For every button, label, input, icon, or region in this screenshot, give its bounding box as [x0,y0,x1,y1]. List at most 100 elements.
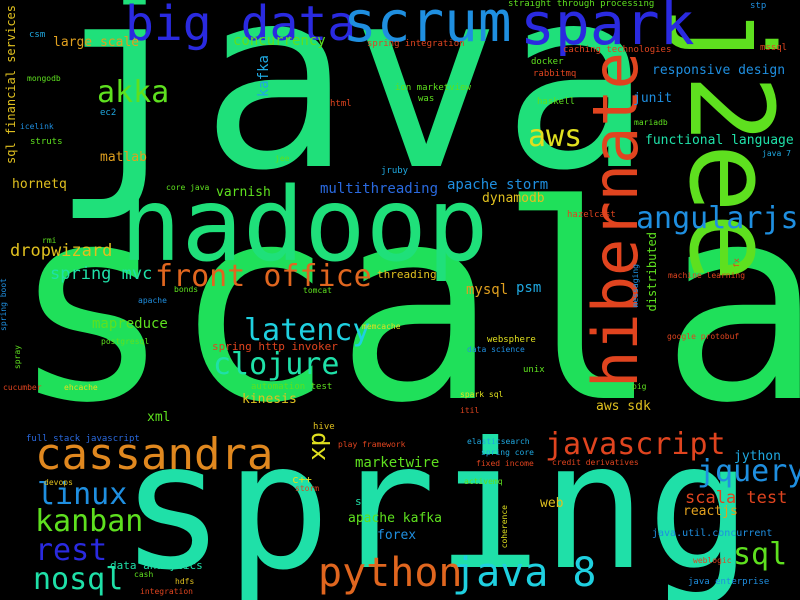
word-reactjs: reactjs [683,504,738,519]
word-bonds: bonds [174,285,199,294]
word-front-office: front office [155,259,372,294]
word-spring-boot: spring boot [0,278,8,331]
word-kafka: kafka [256,55,272,98]
word-java-8: java 8 [452,550,597,596]
word-c-plus-plus: c++ [292,473,312,486]
word-clojure: clojure [213,347,340,382]
word-html: html [330,99,352,109]
word-aws: aws [528,119,583,154]
word-javascript: javascript [545,427,726,462]
word-spring: spring [120,406,753,600]
word-varnish: varnish [216,185,271,200]
word-mysql: mysql [466,282,509,298]
word-angularjs: angularjs [636,201,799,236]
word-functional-language: functional language [645,133,794,148]
word-stp: stp [750,1,767,11]
word-csm: csm [29,30,46,40]
word-credit-derivatives: credit derivatives [552,458,639,467]
word-psm: psm [516,280,542,296]
word-caching-technologies: caching technologies [563,45,672,55]
word-java-enterprise: java enterprise [688,577,770,587]
word-fixed-income: fixed income [476,459,534,468]
word-j2ee: j2ee [663,5,797,282]
word-mapreduce: mapreduce [92,316,168,332]
word-jruby: jruby [381,166,409,176]
word-itil: itil [460,406,480,415]
word-apache: apache [138,296,167,305]
word-sql: sql [733,537,788,572]
word-mariadb: mariadb [634,118,668,127]
word-messaging: messaging [631,264,640,308]
word-cash: cash [134,570,154,579]
word-ec2: ec2 [100,108,117,118]
word-struts: struts [30,137,63,147]
word-xp: xp [303,432,331,461]
word-hazelcast: hazelcast [567,210,616,220]
word-scrum: scrum [343,0,512,55]
word-kanban: kanban [35,504,144,539]
word-apache-storm: apache storm [447,177,549,193]
word-automation-test: automation test [251,382,333,392]
word-apache-kafka: apache kafka [348,511,442,526]
word-spring-mvc: spring mvc [50,264,153,284]
word-jquery: jquery [697,454,800,489]
word-rmi: rmi [42,236,57,245]
word-java-7: java 7 [762,149,791,158]
word-responsive-design: responsive design [652,63,786,78]
word-spring-http-invoker: spring http invoker [212,340,338,353]
word-jee: jee [275,154,290,163]
word-core-java: core java [166,183,210,192]
word-threading: threading [377,268,437,281]
word-docker: docker [531,57,564,67]
word-devops: devops [44,478,73,487]
word-data-science: data science [467,345,525,354]
word-google-protobuf: google protobuf [667,332,740,341]
word-haskell: haskell [537,97,575,107]
word-tomcat: tomcat [303,286,332,295]
word-concurrency: concurrency [233,33,326,49]
word-spray: spray [13,345,22,370]
word-activemq: activemq [464,477,503,486]
word-latency: latency [244,313,371,348]
word-large-scale: large scale [53,35,140,50]
word-ses: ses [355,495,375,508]
word-java-util-concurrent: java.util.concurrent [652,528,773,539]
word-ion-marketview: ion marketview [395,83,471,93]
word-dynamodb: dynamodb [482,191,545,206]
word-icelink: icelink [20,122,54,131]
word-hdfs: hdfs [175,577,195,586]
word-data-analytics: data analytics [110,559,203,572]
word-hornetq: hornetq [12,177,67,192]
word-xml: xml [147,410,171,425]
word-cucumber: cucumber [3,383,42,392]
word-spring-integration: spring integration [367,39,465,49]
word-big-data: big data [125,0,357,52]
word-linux: linux [37,477,128,512]
word-junit: junit [633,91,673,106]
word-was: was [418,94,435,104]
word-java: java [50,0,653,225]
word-integration: integration [140,587,193,596]
word-mongodb: mongodb [27,74,61,83]
word-jython: jython [734,449,781,464]
word-full-stack-javascript: full stack javascript [26,434,140,444]
word-fx: fx [732,258,741,268]
word-aws-sdk: aws sdk [596,399,651,414]
word-cassandra: cassandra [35,429,274,480]
word-spark: spark [520,0,695,58]
word-unix: unix [523,365,545,375]
word-sql-financial-services: sql financial services [4,5,18,164]
word-straight-through-processing: straight through processing [508,0,655,9]
word-web: web [540,496,564,511]
word-matlab: matlab [100,150,147,165]
word-machine-learning: machine learning [668,271,746,280]
word-elasticsearch: elasticsearch [467,437,530,446]
word-websphere: websphere [487,335,536,345]
word-hadoop: hadoop [120,166,489,285]
word-mssql: mssql [760,43,788,53]
word-nosql: nosql [33,562,124,597]
word-play-framework: play framework [338,440,406,449]
word-ehcache: ehcache [64,383,98,392]
word-scala: scala [10,147,800,462]
